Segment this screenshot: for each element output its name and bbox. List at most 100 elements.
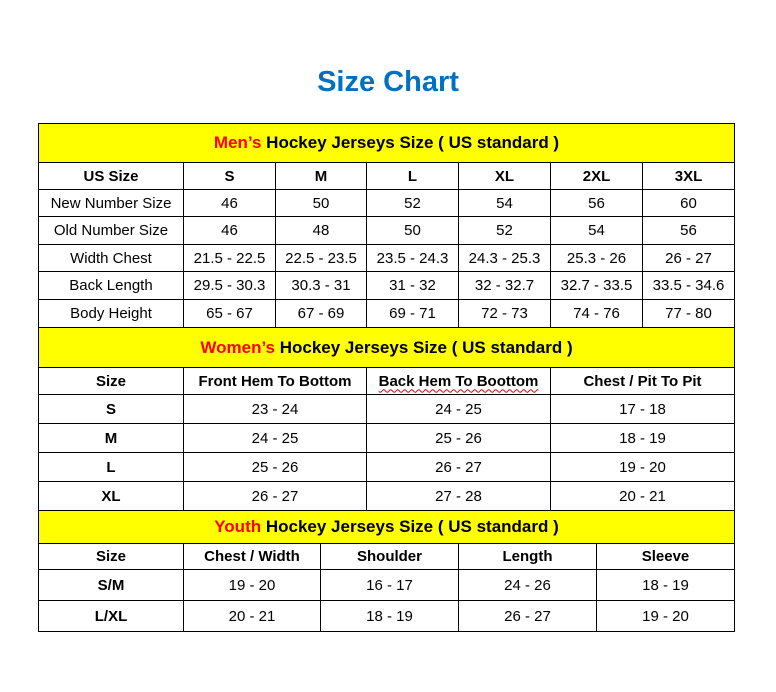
table-cell: 50 [275, 189, 367, 217]
column-header-row: US Size S M L XL 2XL 3XL [38, 162, 736, 190]
table-cell: 69 - 71 [366, 299, 459, 328]
table-row: New Number Size 46 50 52 54 56 60 [38, 189, 736, 217]
column-header: 3XL [641, 162, 736, 190]
column-header: M [275, 162, 367, 190]
table-cell: 52 [458, 216, 551, 245]
row-label: L/XL [38, 600, 184, 632]
column-header: Size [38, 543, 184, 570]
section-header-highlight: Women’s [200, 337, 275, 357]
table-cell: 77 - 80 [641, 299, 736, 328]
column-header: Chest / Pit To Pit [549, 367, 736, 395]
mens-size-table: Men’s Hockey Jerseys Size ( US standard … [37, 123, 736, 328]
youth-size-table: Youth Hockey Jerseys Size ( US standard … [38, 510, 735, 632]
table-cell: 56 [550, 189, 643, 217]
womens-size-table: Women’s Hockey Jerseys Size ( US standar… [37, 327, 736, 511]
column-header: XL [458, 162, 551, 190]
section-header-highlight: Men’s [213, 133, 262, 152]
table-cell: 32.7 - 33.5 [550, 271, 643, 300]
table-cell: 23.5 - 24.3 [366, 244, 459, 272]
table-cell: 46 [183, 216, 276, 245]
table-cell: 23 - 24 [183, 394, 367, 424]
section-header-row: Youth Hockey Jerseys Size ( US standard … [38, 510, 735, 544]
column-header: Front Hem To Bottom [183, 367, 367, 395]
section-header-highlight: Youth [214, 517, 262, 536]
table-row: Back Length 29.5 - 30.3 30.3 - 31 31 - 32 32… [38, 271, 736, 300]
column-header-row: Size Front Hem To Bottom Back Hem To Boott… [38, 367, 736, 395]
table-cell: 74 - 76 [550, 299, 643, 328]
column-header: Size [38, 367, 184, 395]
table-cell: 56 [641, 216, 736, 245]
column-header: L [366, 162, 459, 190]
table-cell: 26 - 27 [366, 452, 551, 482]
table-cell: 24 - 25 [366, 394, 551, 424]
table-cell: 16 - 17 [320, 569, 459, 601]
table-cell: 67 - 69 [275, 299, 367, 328]
table-cell: 72 - 73 [458, 299, 551, 328]
table-cell: 26 - 27 [641, 244, 736, 272]
section-header-row: Men’s Hockey Jerseys Size ( US standard … [37, 123, 736, 163]
table-row: XL 26 - 27 27 - 28 20 - 21 [38, 481, 736, 511]
table-row: S 23 - 24 24 - 25 17 - 18 [38, 394, 736, 424]
row-label: L [38, 452, 184, 482]
table-cell: 25 - 26 [366, 423, 551, 453]
column-header: US Size [38, 162, 184, 190]
column-header: 2XL [550, 162, 643, 190]
table-row: Old Number Size 46 48 50 52 54 56 [38, 216, 736, 245]
table-row: L 25 - 26 26 - 27 19 - 20 [38, 452, 736, 482]
row-label: New Number Size [38, 189, 184, 217]
table-cell: 24 - 25 [183, 423, 367, 453]
column-header: Back Hem To Boottom [366, 367, 551, 395]
table-cell: 27 - 28 [366, 481, 551, 511]
table-cell: 18 - 19 [596, 569, 735, 601]
table-row: Body Height 65 - 67 67 - 69 69 - 71 72 - 73 7… [38, 299, 736, 328]
table-cell: 54 [550, 216, 643, 245]
row-label: Body Height [38, 299, 184, 328]
table-cell: 26 - 27 [183, 481, 367, 511]
section-header: Men’s Hockey Jerseys Size ( US standard … [37, 123, 736, 163]
table-cell: 48 [275, 216, 367, 245]
table-cell: 29.5 - 30.3 [183, 271, 276, 300]
section-header-text: Hockey Jerseys Size ( US standard ) [261, 517, 559, 536]
table-row: M 24 - 25 25 - 26 18 - 19 [38, 423, 736, 453]
section-header-text: Hockey Jerseys Size ( US standard ) [261, 133, 560, 152]
table-cell: 24.3 - 25.3 [458, 244, 551, 272]
table-cell: 50 [366, 216, 459, 245]
table-cell: 17 - 18 [549, 394, 736, 424]
section-header: Youth Hockey Jerseys Size ( US standard … [38, 510, 735, 544]
table-cell: 19 - 20 [596, 600, 735, 632]
section-header: Women’s Hockey Jerseys Size ( US standar… [37, 327, 736, 368]
table-cell: 24 - 26 [458, 569, 597, 601]
column-header: Shoulder [320, 543, 459, 570]
row-label: S/M [38, 569, 184, 601]
column-header: Sleeve [596, 543, 735, 570]
table-cell: 18 - 19 [549, 423, 736, 453]
table-cell: 46 [183, 189, 276, 217]
page-title: Size Chart [317, 66, 459, 98]
section-header-row: Women’s Hockey Jerseys Size ( US standar… [37, 327, 736, 368]
table-cell: 31 - 32 [366, 271, 459, 300]
table-cell: 20 - 21 [183, 600, 321, 632]
table-cell: 60 [641, 189, 736, 217]
table-cell: 26 - 27 [458, 600, 597, 632]
column-header: Chest / Width [183, 543, 321, 570]
table-cell: 52 [366, 189, 459, 217]
column-header: Length [458, 543, 597, 570]
section-header-text: Hockey Jerseys Size ( US standard ) [275, 337, 573, 357]
table-cell: 21.5 - 22.5 [183, 244, 276, 272]
table-cell: 18 - 19 [320, 600, 459, 632]
table-cell: 30.3 - 31 [275, 271, 367, 300]
table-cell: 22.5 - 23.5 [275, 244, 367, 272]
table-cell: 25 - 26 [183, 452, 367, 482]
table-cell: 25.3 - 26 [550, 244, 643, 272]
column-header: S [183, 162, 276, 190]
misspelled-text: Back Hem To Boottom [378, 372, 539, 390]
row-label: Width Chest [38, 244, 184, 272]
row-label: XL [38, 481, 184, 511]
table-cell: 32 - 32.7 [458, 271, 551, 300]
row-label: Old Number Size [38, 216, 184, 245]
table-cell: 19 - 20 [183, 569, 321, 601]
row-label: M [38, 423, 184, 453]
table-cell: 65 - 67 [183, 299, 276, 328]
row-label: Back Length [38, 271, 184, 300]
table-cell: 54 [458, 189, 551, 217]
